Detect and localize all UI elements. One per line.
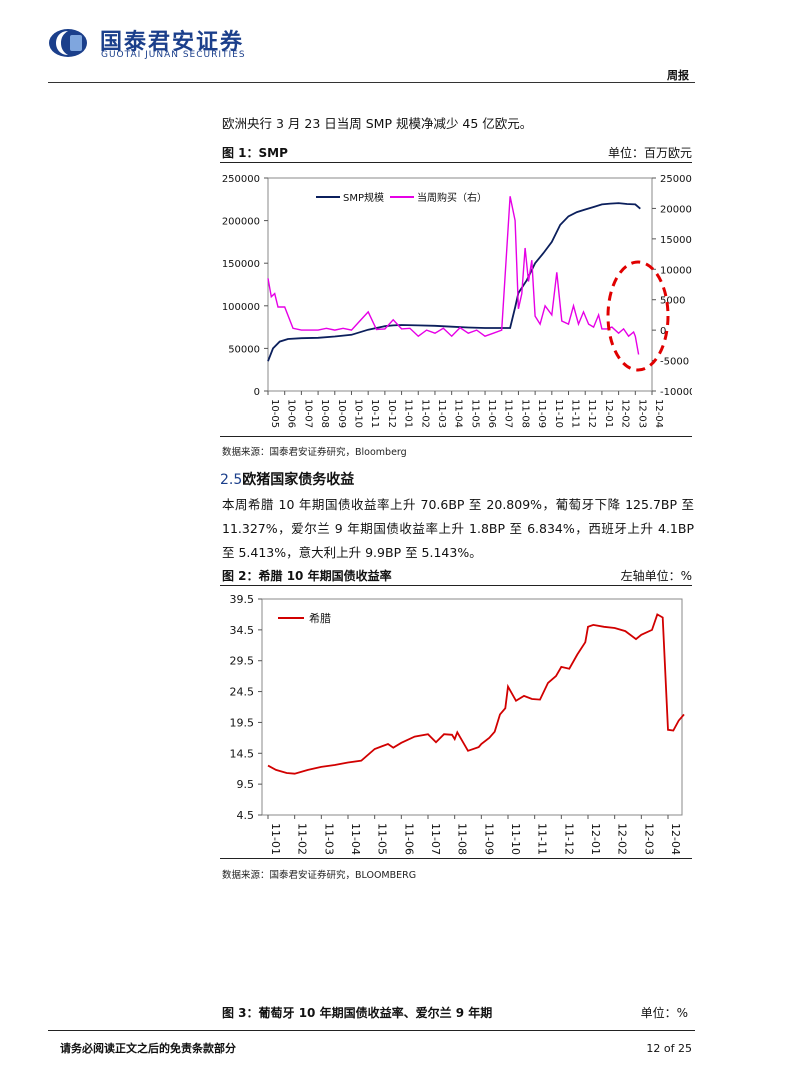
x-tick-label: 12-03 <box>642 823 655 855</box>
greece-yield-chart: 39.5 34.5 29.5 24.5 19.5 14.5 9.5 4.5 11-01 11-02… <box>230 593 685 855</box>
y-tick-label: 14.5 <box>230 747 255 760</box>
company-logo <box>49 29 87 57</box>
figure1-top-rule <box>220 162 692 163</box>
smp-chart: 2500002000001500001000005000002500020000… <box>222 174 692 428</box>
x-tick-label: 11-12 <box>586 399 597 428</box>
footer-divider <box>48 1030 695 1031</box>
y-right-tick-label: 5000 <box>660 296 685 307</box>
x-tick-label: 10-07 <box>302 399 313 428</box>
page-number: 12 of 25 <box>646 1042 692 1055</box>
y-tick-label: 9.5 <box>237 778 255 791</box>
section-title: 欧猪国家债务收益 <box>242 472 355 488</box>
header-divider <box>48 82 695 83</box>
x-tick-label: 11-10 <box>509 823 522 855</box>
y-left-tick-label: 0 <box>254 387 260 398</box>
figure2-source: 数据来源：国泰君安证券研究，BLOOMBERG <box>222 870 417 881</box>
figure2-title: 图 2：希腊 10 年期国债收益率 <box>222 569 392 583</box>
y-right-tick-label: 0 <box>660 326 666 337</box>
y-tick-label: 34.5 <box>230 624 255 637</box>
figure1-title: 图 1：SMP <box>222 146 288 160</box>
x-tick-label: 12-02 <box>620 399 631 428</box>
annotation-circle <box>606 260 670 372</box>
figure3-title: 图 3：葡萄牙 10 年期国债收益率、爱尔兰 9 年期 <box>222 1006 493 1020</box>
intro-paragraph: 欧洲央行 3 月 23 日当周 SMP 规模净减少 45 亿欧元。 <box>222 116 533 131</box>
series-line <box>267 202 641 362</box>
x-tick-label: 12-02 <box>616 823 629 855</box>
x-tick-label: 12-04 <box>669 823 682 855</box>
x-tick-label: 11-02 <box>419 399 430 428</box>
y-tick-label: 39.5 <box>230 593 255 606</box>
x-tick-label: 11-09 <box>482 823 495 855</box>
section-heading: 2.5欧猪国家债务收益 <box>220 469 354 489</box>
x-tick-label: 11-08 <box>456 823 469 855</box>
x-tick-label: 11-11 <box>536 823 549 855</box>
y-right-tick-label: -10000 <box>660 387 692 398</box>
x-tick-label: 11-04 <box>453 399 464 428</box>
x-tick-label: 12-04 <box>653 399 664 428</box>
y-left-tick-label: 100000 <box>222 302 260 313</box>
y-right-tick-label: 25000 <box>660 174 692 185</box>
y-right-tick-label: 10000 <box>660 265 692 276</box>
x-tick-label: 11-03 <box>322 823 335 855</box>
figure3-unit: 单位：% <box>640 1006 688 1020</box>
x-tick-label: 11-02 <box>296 823 309 855</box>
x-tick-label: 11-06 <box>402 823 415 855</box>
x-tick-label: 12-01 <box>603 399 614 428</box>
x-tick-label: 11-07 <box>429 823 442 855</box>
y-right-tick-label: 20000 <box>660 204 692 215</box>
x-tick-label: 11-05 <box>469 399 480 428</box>
y-tick-label: 4.5 <box>237 809 255 822</box>
x-tick-label: 10-09 <box>336 399 347 428</box>
x-tick-label: 10-10 <box>352 399 363 428</box>
doc-type-label: 周报 <box>667 69 689 82</box>
y-tick-label: 19.5 <box>230 716 255 729</box>
x-tick-label: 11-05 <box>376 823 389 855</box>
x-tick-label: 11-06 <box>486 399 497 428</box>
x-tick-label: 11-01 <box>403 399 414 428</box>
x-tick-label: 10-08 <box>319 399 330 428</box>
plot-frame <box>267 177 653 392</box>
figure2-bottom-rule <box>220 858 692 859</box>
section-number: 2.5 <box>220 472 243 488</box>
series-line <box>267 613 685 775</box>
x-tick-label: 10-05 <box>269 399 280 428</box>
x-tick-label: 11-12 <box>562 823 575 855</box>
y-left-tick-label: 50000 <box>228 344 260 355</box>
figure1-source: 数据来源：国泰君安证券研究，Bloomberg <box>222 447 407 458</box>
figure1-bottom-rule <box>220 436 692 437</box>
y-tick-label: 29.5 <box>230 655 255 668</box>
legend-label-smp: SMP规模 <box>343 191 384 204</box>
x-tick-label: 12-01 <box>589 823 602 855</box>
y-tick-label: 24.5 <box>230 686 255 699</box>
x-tick-label: 11-07 <box>503 399 514 428</box>
y-right-tick-label: 15000 <box>660 235 692 246</box>
figure2-top-rule <box>220 585 692 586</box>
section-paragraph: 本周希腊 10 年期国债收益率上升 70.6BP 至 20.809%，葡萄牙下降… <box>222 497 694 560</box>
legend-label-weekly: 当周购买（右） <box>417 191 487 204</box>
legend-label-greece: 希腊 <box>309 611 331 625</box>
brand-name-en: GUOTAI JUNAN SECURITIES <box>101 50 246 60</box>
x-tick-label: 10-06 <box>286 399 297 428</box>
x-tick-label: 11-04 <box>349 823 362 855</box>
figure2-unit: 左轴单位：% <box>620 569 692 583</box>
x-tick-label: 12-03 <box>636 399 647 428</box>
x-tick-label: 11-11 <box>570 399 581 428</box>
x-tick-label: 10-12 <box>386 399 397 428</box>
x-tick-label: 11-09 <box>536 399 547 428</box>
x-tick-label: 11-01 <box>269 823 282 855</box>
x-tick-label: 11-08 <box>519 399 530 428</box>
plot-frame <box>261 598 683 816</box>
x-tick-label: 11-10 <box>553 399 564 428</box>
series-line <box>267 196 640 355</box>
x-tick-label: 10-11 <box>369 399 380 428</box>
figure1-unit: 单位：百万欧元 <box>607 146 692 160</box>
y-left-tick-label: 200000 <box>222 217 260 228</box>
y-left-tick-label: 250000 <box>222 174 260 185</box>
footer-disclaimer: 请务必阅读正文之后的免责条款部分 <box>60 1042 236 1055</box>
x-tick-label: 11-03 <box>436 399 447 428</box>
y-left-tick-label: 150000 <box>222 259 260 270</box>
brand-name-cn: 国泰君安证券 <box>100 30 245 55</box>
y-right-tick-label: -5000 <box>660 357 689 368</box>
